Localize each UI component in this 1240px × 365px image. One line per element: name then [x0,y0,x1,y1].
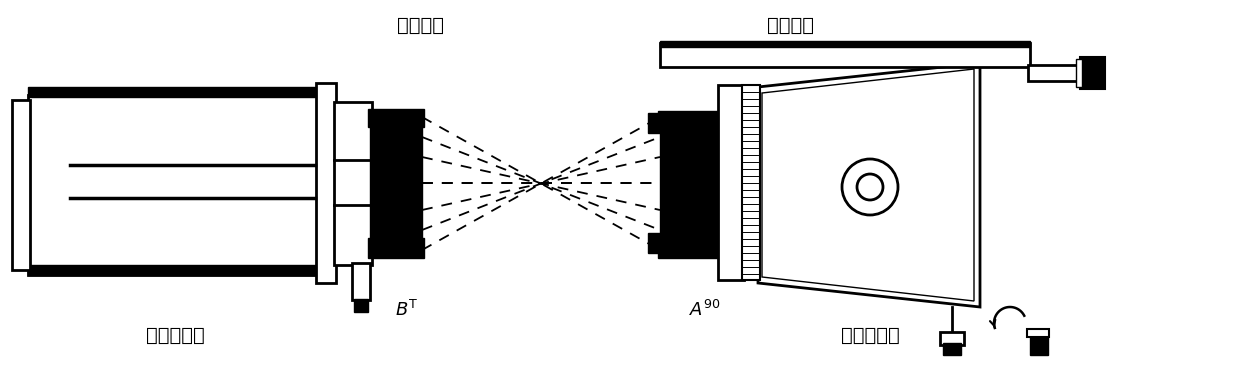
Bar [742,85,760,280]
Text: $A^{90}$: $A^{90}$ [689,300,720,320]
Bar [940,332,963,345]
Text: 反射球面: 反射球面 [766,15,813,35]
Bar [658,111,720,129]
Text: 透射球面: 透射球面 [397,15,444,35]
Bar [370,112,422,255]
Bar [368,109,424,127]
Bar [660,112,718,255]
Bar [942,343,961,355]
Bar [29,265,317,275]
Bar [353,299,368,312]
Bar [660,41,1030,47]
Bar [334,102,372,265]
Bar [658,238,720,258]
Bar [649,233,662,253]
Polygon shape [763,69,973,301]
Bar [12,100,30,270]
Polygon shape [758,63,980,307]
Bar [316,83,336,283]
Bar [368,238,424,258]
Circle shape [857,174,883,200]
Bar [29,95,317,275]
Bar [660,43,1030,67]
Text: 六维调整架: 六维调整架 [841,326,899,345]
Text: $B^{\mathrm{T}}$: $B^{\mathrm{T}}$ [396,300,419,320]
Bar [1080,57,1105,89]
Bar [649,113,662,133]
Bar [1030,335,1048,355]
Bar [1027,329,1049,337]
Circle shape [842,159,898,215]
Bar [718,85,744,280]
Bar [29,87,317,97]
Bar [1028,65,1083,81]
Text: 斐索干涉仪: 斐索干涉仪 [145,326,205,345]
Bar [1076,59,1083,87]
Bar [352,263,370,300]
